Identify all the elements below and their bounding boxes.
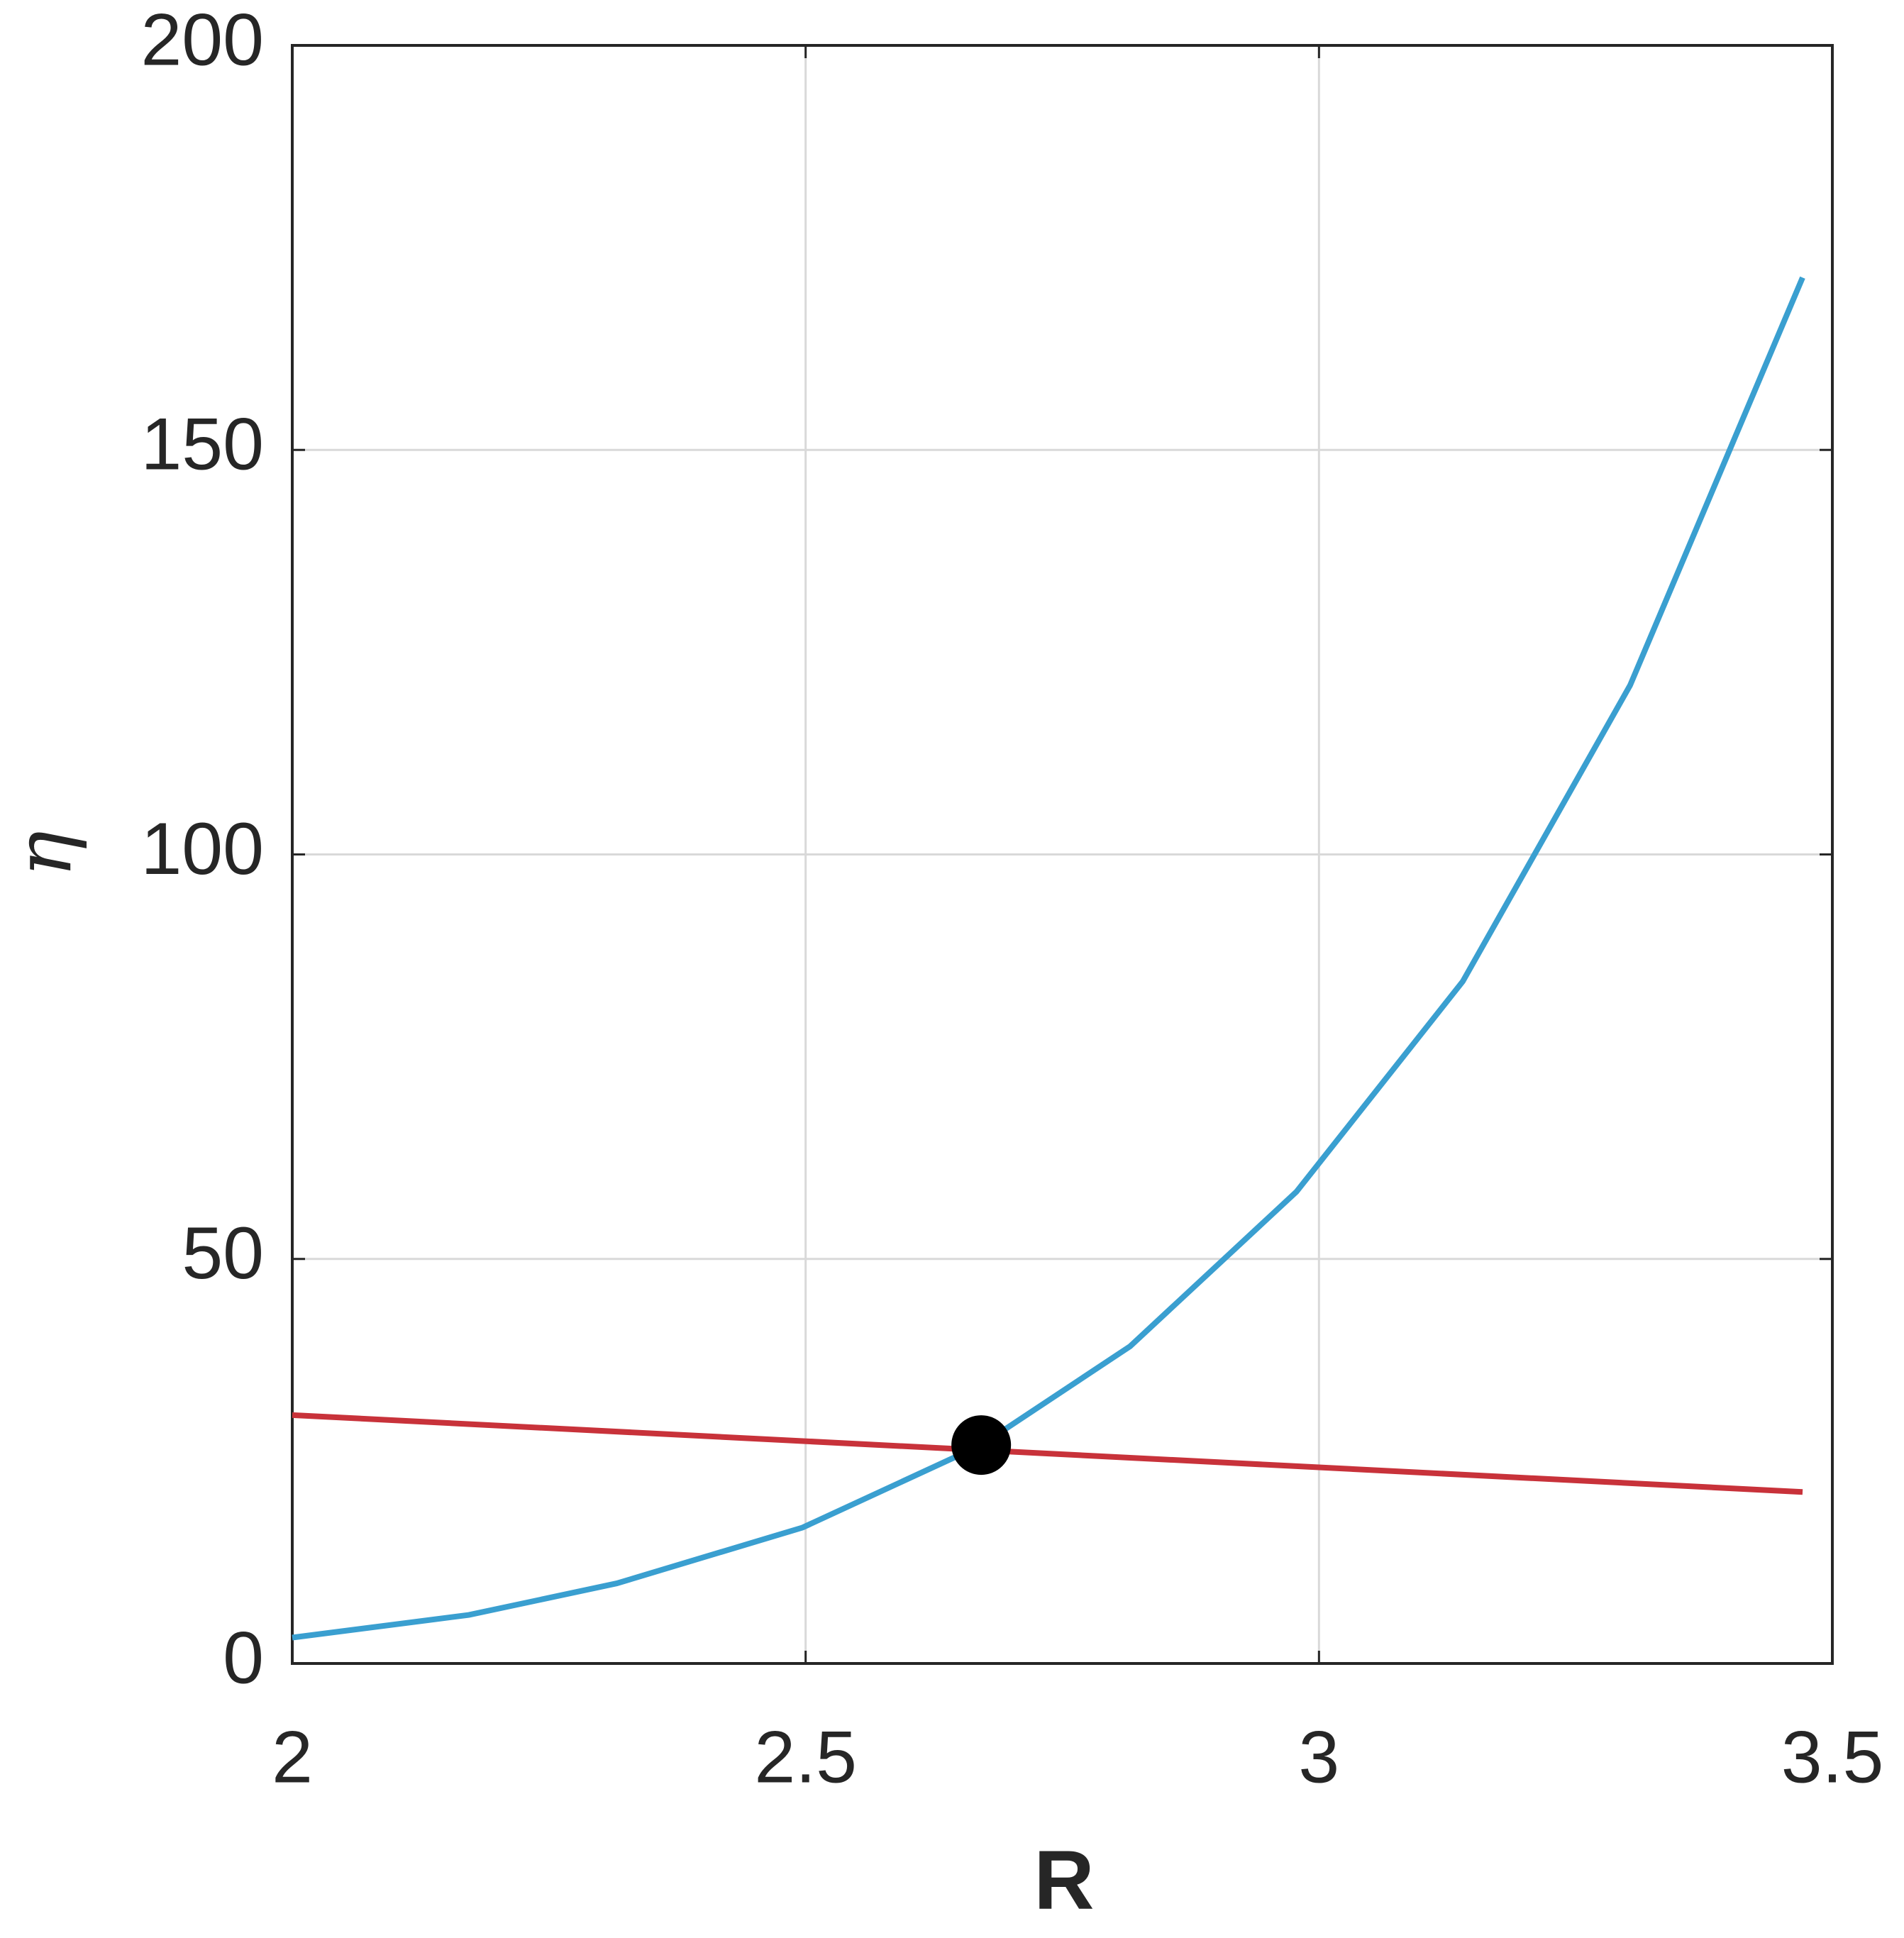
x-tick-label: 3.5 (1781, 1716, 1884, 1798)
y-tick-label: 200 (140, 0, 264, 81)
line-series (292, 276, 1805, 1641)
x-tick-label: 2.5 (754, 1716, 857, 1798)
x-tick-label: 3 (1298, 1716, 1339, 1798)
y-tick-label: 0 (223, 1617, 264, 1699)
y-tick-label: 50 (182, 1212, 264, 1295)
y-tick-label: 100 (140, 808, 264, 890)
line-series (292, 1412, 1803, 1495)
intersection-point (951, 1415, 1012, 1475)
y-axis-label: η (0, 831, 89, 877)
y-tick-label: 150 (140, 404, 264, 486)
x-axis-label: R (1034, 1834, 1094, 1927)
x-tick-label: 2 (272, 1716, 313, 1798)
plot-frame (291, 44, 1834, 1665)
